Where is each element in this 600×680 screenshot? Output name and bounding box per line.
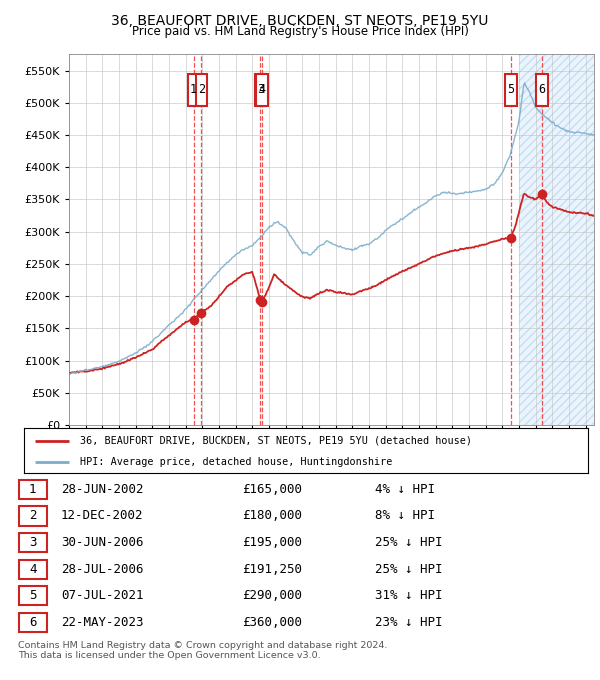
Text: 3: 3 — [29, 536, 37, 549]
Text: 5: 5 — [29, 590, 37, 602]
Text: 4% ↓ HPI: 4% ↓ HPI — [375, 483, 435, 496]
Text: 22-MAY-2023: 22-MAY-2023 — [61, 616, 143, 629]
Text: 1: 1 — [190, 84, 197, 97]
Text: £165,000: £165,000 — [242, 483, 302, 496]
Text: £360,000: £360,000 — [242, 616, 302, 629]
Text: £191,250: £191,250 — [242, 563, 302, 576]
Bar — [519, 54, 594, 425]
FancyBboxPatch shape — [256, 73, 268, 106]
Text: 4: 4 — [29, 563, 37, 576]
FancyBboxPatch shape — [505, 73, 517, 106]
Text: Price paid vs. HM Land Registry's House Price Index (HPI): Price paid vs. HM Land Registry's House … — [131, 25, 469, 38]
Text: Contains HM Land Registry data © Crown copyright and database right 2024.: Contains HM Land Registry data © Crown c… — [18, 641, 388, 649]
Text: 4: 4 — [258, 84, 265, 97]
FancyBboxPatch shape — [19, 479, 47, 499]
Text: 36, BEAUFORT DRIVE, BUCKDEN, ST NEOTS, PE19 5YU: 36, BEAUFORT DRIVE, BUCKDEN, ST NEOTS, P… — [112, 14, 488, 28]
Text: £180,000: £180,000 — [242, 509, 302, 522]
Text: HPI: Average price, detached house, Huntingdonshire: HPI: Average price, detached house, Hunt… — [80, 456, 393, 466]
Text: This data is licensed under the Open Government Licence v3.0.: This data is licensed under the Open Gov… — [18, 651, 320, 660]
Text: 2: 2 — [29, 509, 37, 522]
Text: 12-DEC-2002: 12-DEC-2002 — [61, 509, 143, 522]
FancyBboxPatch shape — [19, 507, 47, 526]
Text: 8% ↓ HPI: 8% ↓ HPI — [375, 509, 435, 522]
Text: 25% ↓ HPI: 25% ↓ HPI — [375, 536, 442, 549]
FancyBboxPatch shape — [19, 560, 47, 579]
Text: 30-JUN-2006: 30-JUN-2006 — [61, 536, 143, 549]
Text: 28-JUN-2002: 28-JUN-2002 — [61, 483, 143, 496]
FancyBboxPatch shape — [19, 613, 47, 632]
Text: 6: 6 — [29, 616, 37, 629]
Text: 36, BEAUFORT DRIVE, BUCKDEN, ST NEOTS, PE19 5YU (detached house): 36, BEAUFORT DRIVE, BUCKDEN, ST NEOTS, P… — [80, 436, 472, 446]
Text: 23% ↓ HPI: 23% ↓ HPI — [375, 616, 442, 629]
FancyBboxPatch shape — [188, 73, 199, 106]
FancyBboxPatch shape — [19, 533, 47, 552]
Text: £290,000: £290,000 — [242, 590, 302, 602]
FancyBboxPatch shape — [254, 73, 266, 106]
Text: 28-JUL-2006: 28-JUL-2006 — [61, 563, 143, 576]
Text: 1: 1 — [29, 483, 37, 496]
Text: 07-JUL-2021: 07-JUL-2021 — [61, 590, 143, 602]
FancyBboxPatch shape — [536, 73, 548, 106]
Bar — [519, 54, 594, 425]
Text: 3: 3 — [257, 84, 264, 97]
FancyBboxPatch shape — [196, 73, 207, 106]
Text: 5: 5 — [508, 84, 515, 97]
Text: £195,000: £195,000 — [242, 536, 302, 549]
Text: 6: 6 — [538, 84, 545, 97]
Text: 2: 2 — [198, 84, 205, 97]
FancyBboxPatch shape — [19, 586, 47, 605]
Text: 31% ↓ HPI: 31% ↓ HPI — [375, 590, 442, 602]
Text: 25% ↓ HPI: 25% ↓ HPI — [375, 563, 442, 576]
